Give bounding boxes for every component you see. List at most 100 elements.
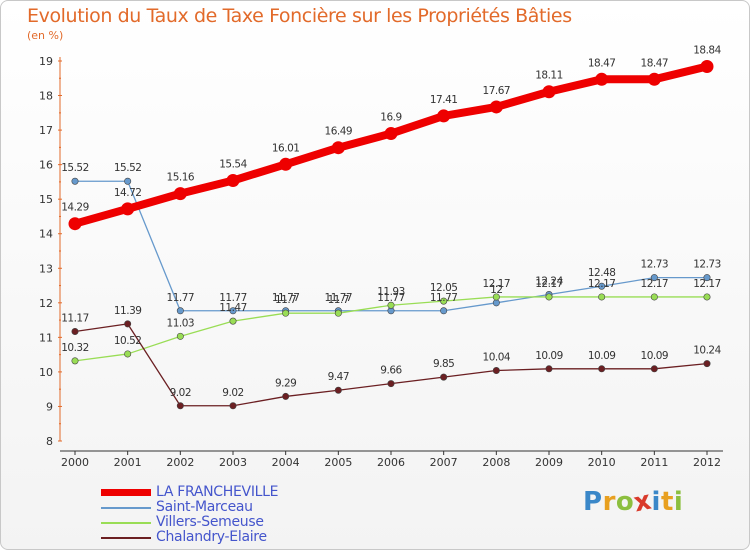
data-label: 12.17 — [588, 278, 616, 290]
data-point — [700, 60, 714, 74]
data-point — [387, 301, 395, 309]
data-point — [650, 365, 658, 373]
y-tick-label: 9 — [46, 400, 53, 413]
data-label: 18.47 — [588, 57, 616, 69]
y-tick-label: 13 — [39, 262, 53, 275]
data-label: 15.52 — [114, 162, 142, 174]
y-tick-label: 16 — [39, 159, 53, 172]
chart-title: Evolution du Taux de Taxe Foncière sur l… — [27, 5, 572, 27]
data-label: 11.39 — [114, 305, 142, 317]
data-label: 12.48 — [588, 267, 616, 279]
data-point — [650, 293, 658, 301]
data-point — [437, 109, 451, 123]
data-label: 9.02 — [222, 387, 243, 399]
data-label: 12.17 — [535, 278, 563, 290]
y-tick-label: 10 — [39, 366, 53, 379]
data-label: 18.47 — [641, 57, 669, 69]
data-label: 15.52 — [61, 162, 89, 174]
data-label: 9.66 — [380, 365, 402, 377]
y-tick-label: 11 — [39, 331, 53, 344]
data-label: 11.7 — [328, 294, 349, 306]
data-point — [124, 320, 132, 328]
data-point — [331, 141, 345, 155]
data-label: 16.01 — [272, 142, 300, 154]
data-point — [598, 365, 606, 373]
x-tick-label: 2003 — [219, 456, 247, 469]
data-point — [71, 357, 79, 365]
legend-label: LA FRANCHEVILLE — [156, 484, 279, 500]
legend-swatch-la-francheville — [101, 489, 151, 496]
data-point — [71, 177, 79, 185]
data-point — [121, 202, 135, 216]
legend-swatch-villers-semeuse — [101, 521, 151, 524]
x-tick-label: 2008 — [482, 456, 510, 469]
data-point — [229, 307, 237, 315]
data-point — [226, 174, 240, 188]
data-label: 15.16 — [167, 172, 195, 184]
data-label: 10.04 — [483, 352, 511, 364]
data-label: 10.32 — [61, 342, 89, 354]
data-point — [176, 332, 184, 340]
data-label: 11.77 — [219, 292, 247, 304]
data-label: 11.77 — [325, 292, 353, 304]
data-point — [703, 360, 711, 368]
x-tick-label: 2005 — [324, 456, 352, 469]
data-label: 12.05 — [430, 282, 458, 294]
data-point — [492, 293, 500, 301]
legend-swatch-saint-marceau — [101, 506, 151, 509]
data-label: 9.29 — [275, 377, 296, 389]
data-label: 12 — [490, 284, 502, 296]
x-tick-label: 2012 — [693, 456, 721, 469]
data-point — [598, 293, 606, 301]
data-label: 11.77 — [167, 292, 195, 304]
data-label: 11.77 — [272, 292, 300, 304]
data-label: 11.77 — [430, 292, 458, 304]
data-label: 9.47 — [328, 371, 349, 383]
data-point — [703, 293, 711, 301]
data-label: 11.47 — [219, 302, 247, 314]
data-label: 17.67 — [483, 85, 511, 97]
chart-legend: LA FRANCHEVILLE Saint-Marceau Villers-Se… — [101, 484, 279, 545]
data-label: 10.09 — [588, 350, 616, 362]
data-label: 12.17 — [641, 278, 669, 290]
x-tick-label: 2009 — [535, 456, 563, 469]
data-point — [387, 380, 395, 388]
data-label: 18.11 — [535, 70, 563, 82]
data-label: 10.09 — [641, 350, 669, 362]
y-tick-label: 12 — [39, 297, 53, 310]
brand-letter: i — [673, 487, 684, 517]
x-tick-label: 2011 — [640, 456, 668, 469]
legend-label: Saint-Marceau — [156, 499, 253, 515]
x-tick-label: 2002 — [166, 456, 194, 469]
brand-letter: r — [602, 487, 616, 517]
data-label: 9.85 — [433, 358, 454, 370]
legend-item-la-francheville: LA FRANCHEVILLE — [101, 484, 279, 500]
brand-letter: o — [615, 487, 635, 517]
y-tick-label: 19 — [39, 55, 53, 68]
data-point — [384, 127, 398, 141]
brand-letter: i — [651, 487, 661, 517]
data-label: 11.93 — [377, 286, 405, 298]
x-tick-label: 2000 — [61, 456, 89, 469]
data-point — [492, 299, 500, 307]
data-point — [279, 157, 293, 171]
data-label: 11.7 — [275, 294, 296, 306]
data-point — [229, 402, 237, 410]
data-point — [173, 187, 187, 201]
y-tick-label: 15 — [39, 193, 53, 206]
data-label: 16.9 — [380, 112, 401, 124]
data-label: 9.02 — [170, 387, 191, 399]
legend-swatch-chalandry-elaire — [101, 536, 151, 539]
data-point — [492, 367, 500, 375]
x-tick-label: 2010 — [588, 456, 616, 469]
data-point — [176, 307, 184, 315]
y-tick-label: 14 — [39, 228, 53, 241]
data-label: 14.72 — [114, 187, 142, 199]
legend-item-saint-marceau: Saint-Marceau — [101, 500, 278, 515]
data-point — [650, 274, 658, 282]
data-label: 10.52 — [114, 335, 142, 347]
data-label: 18.84 — [693, 45, 721, 57]
data-point — [124, 177, 132, 185]
